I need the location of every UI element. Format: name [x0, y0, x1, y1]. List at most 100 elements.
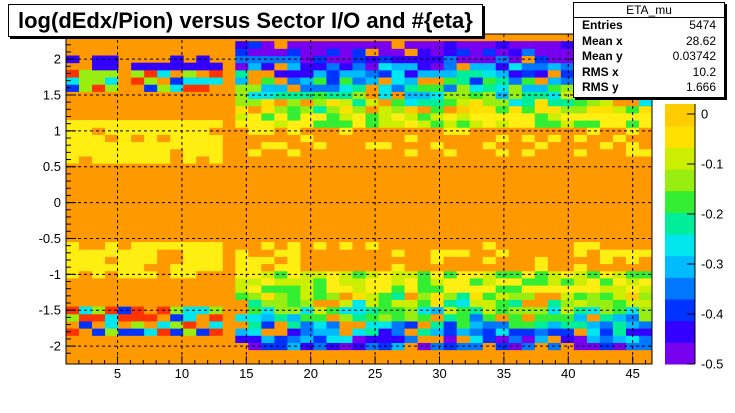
heatmap-cell	[183, 120, 197, 128]
heatmap-cell	[235, 105, 249, 114]
gap-column	[223, 34, 233, 364]
heatmap-cell	[508, 342, 523, 351]
heatmap-cell	[170, 256, 184, 265]
heatmap-cell	[404, 41, 419, 49]
heatmap-cell	[404, 342, 419, 351]
heatmap-cell	[547, 69, 562, 78]
heatmap-cell	[144, 141, 158, 150]
heatmap-cell	[547, 134, 562, 143]
heatmap-cell	[599, 335, 614, 343]
heatmap-cell	[534, 98, 549, 107]
heatmap-cell	[313, 242, 327, 250]
heatmap-cell	[261, 270, 275, 279]
heatmap-cell	[560, 277, 575, 286]
heatmap-cell	[339, 306, 353, 315]
heatmap-cell	[66, 328, 80, 336]
heatmap-cell	[560, 306, 575, 315]
heatmap-cell	[586, 256, 601, 265]
heatmap-cell	[508, 263, 523, 272]
color-scale-bin	[665, 255, 695, 278]
heatmap-cell	[118, 77, 132, 85]
heatmap-cell	[469, 148, 484, 157]
heatmap-cell	[131, 249, 145, 257]
heatmap-cell	[391, 98, 406, 107]
heatmap-cell	[612, 141, 627, 150]
heatmap-cell	[456, 292, 471, 300]
heatmap-cell	[456, 69, 471, 78]
heatmap-cell	[235, 335, 249, 343]
heatmap-cell	[443, 120, 458, 128]
heatmap-cell	[118, 141, 132, 150]
heatmap-cell	[417, 256, 432, 265]
heatmap-cell	[378, 48, 393, 57]
heatmap-cell	[430, 91, 445, 100]
heatmap-cell	[417, 299, 432, 308]
heatmap-cell	[508, 270, 523, 279]
heatmap-cell	[391, 41, 406, 49]
heatmap-cell	[599, 105, 614, 114]
heatmap-cell	[209, 320, 223, 329]
heatmap-cell	[378, 335, 393, 343]
heatmap-cell	[79, 120, 93, 128]
heatmap-cell	[391, 313, 406, 322]
heatmap-cell	[248, 134, 262, 143]
heatmap-cell	[365, 320, 380, 329]
heatmap-cell	[534, 62, 549, 71]
heatmap-cell	[560, 141, 575, 150]
heatmap-cell	[261, 320, 275, 329]
heatmap-cell	[261, 41, 275, 49]
heatmap-cell	[560, 84, 575, 92]
heatmap-cell	[131, 256, 145, 265]
heatmap-cell	[456, 134, 471, 143]
heatmap-cell	[300, 48, 314, 57]
heatmap-cell	[417, 320, 432, 329]
heatmap-cell	[157, 134, 171, 143]
heatmap-cell	[391, 141, 406, 150]
heatmap-cell	[365, 148, 380, 157]
heatmap-cell	[92, 148, 106, 157]
heatmap-cell	[508, 299, 523, 308]
heatmap-cell	[547, 112, 562, 121]
heatmap-cell	[378, 134, 393, 143]
heatmap-cell	[196, 256, 210, 265]
heatmap-cell	[326, 41, 340, 49]
heatmap-cell	[638, 335, 653, 343]
heatmap-cell	[313, 313, 327, 322]
heatmap-cell	[79, 320, 93, 329]
heatmap-cell	[443, 263, 458, 272]
heatmap-cell	[391, 335, 406, 343]
heatmap-cell	[638, 256, 653, 265]
heatmap-cell	[235, 98, 249, 107]
heatmap-cell	[456, 335, 471, 343]
heatmap-cell	[560, 292, 575, 300]
heatmap-cell	[521, 77, 536, 85]
heatmap-cell	[274, 328, 288, 336]
heatmap-cell	[560, 105, 575, 114]
heatmap-cell	[456, 62, 471, 71]
heatmap-cell	[183, 306, 197, 315]
heatmap-cell	[456, 249, 471, 257]
heatmap-cell	[326, 148, 340, 157]
heatmap-cell	[313, 48, 327, 57]
color-scale-bin	[665, 212, 695, 235]
heatmap-cell	[261, 299, 275, 308]
heatmap-cell	[209, 69, 223, 78]
heatmap-cell	[456, 256, 471, 265]
heatmap-cell	[456, 84, 471, 92]
heatmap-cell	[339, 62, 353, 71]
heatmap-cell	[183, 155, 197, 164]
heatmap-cell	[521, 120, 536, 128]
heatmap-cell	[625, 249, 640, 257]
heatmap-cell	[482, 299, 497, 308]
heatmap-cell	[534, 141, 549, 150]
heatmap-cell	[261, 277, 275, 286]
heatmap-cell	[378, 320, 393, 329]
heatmap-cell	[118, 155, 132, 164]
heatmap-cell	[443, 141, 458, 150]
heatmap-cell	[326, 299, 340, 308]
heatmap-cell	[365, 48, 380, 57]
heatmap-cell	[456, 105, 471, 114]
heatmap-cell	[469, 98, 484, 107]
heatmap-cell	[339, 320, 353, 329]
heatmap-cell	[339, 98, 353, 107]
